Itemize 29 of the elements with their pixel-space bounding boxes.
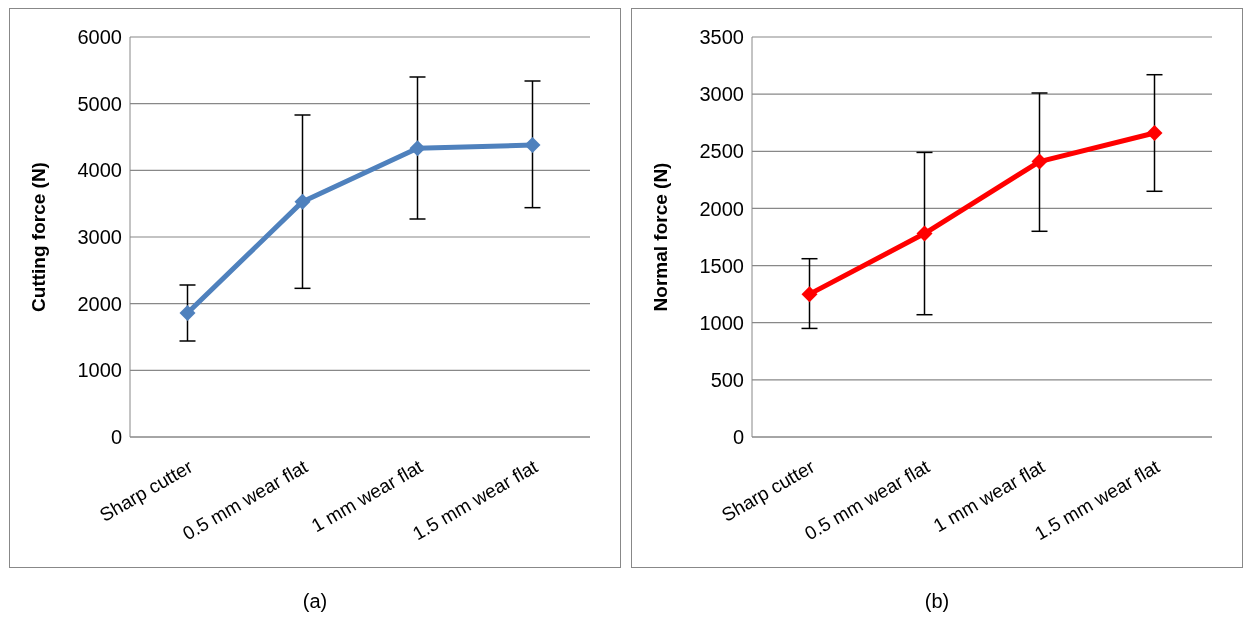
- point: [1031, 153, 1048, 170]
- y-tick-label: 2000: [699, 197, 744, 220]
- y-tick-label: 2000: [77, 292, 122, 315]
- y-tick-label: 1000: [699, 311, 744, 334]
- y-tick-label: 1000: [77, 359, 122, 382]
- y-tick-label: 0: [732, 426, 744, 449]
- y-axis-title: Cutting force (N): [27, 162, 49, 312]
- y-tick-label: 6000: [77, 26, 122, 49]
- y-tick-label: 500: [710, 368, 744, 391]
- point: [409, 140, 426, 157]
- y-tick-label: 2500: [699, 140, 744, 163]
- y-tick-label: 3000: [699, 83, 744, 106]
- y-tick-label: 3500: [699, 26, 744, 49]
- point: [179, 305, 196, 321]
- text: (b): [924, 590, 950, 613]
- y-tick-label: 3000: [77, 226, 122, 249]
- point: [916, 225, 933, 242]
- y-tick-label: 1500: [699, 254, 744, 277]
- point: [801, 286, 818, 303]
- text: (a): [302, 590, 328, 613]
- x-tick-label: Sharp cutter: [96, 455, 197, 526]
- point: [294, 193, 311, 210]
- y-tick-label: 5000: [77, 92, 122, 115]
- x-tick-label: Sharp cutter: [718, 455, 819, 526]
- y-tick-label: 4000: [77, 159, 122, 182]
- point: [1146, 125, 1163, 141]
- point: [524, 137, 541, 153]
- y-axis-title: Normal force (N): [649, 162, 671, 312]
- y-tick-label: 0: [110, 426, 122, 449]
